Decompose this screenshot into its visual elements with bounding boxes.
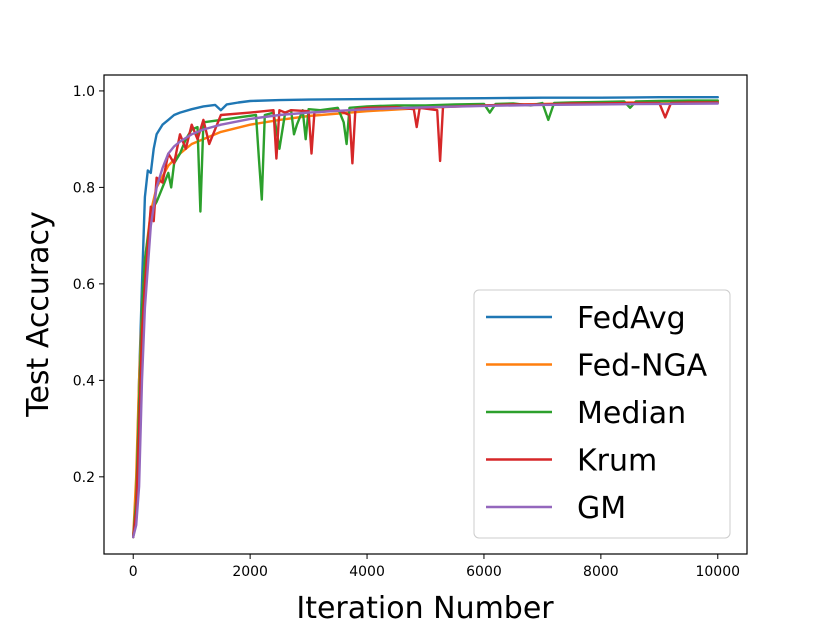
legend-label-fed-nga: Fed-NGA xyxy=(577,349,708,384)
series-line-median xyxy=(131,99,719,539)
x-axis-label: Iteration Number xyxy=(296,591,554,623)
y-tick-label: 0.4 xyxy=(73,373,95,389)
legend-label-median: Median xyxy=(577,396,686,431)
x-tick-label: 0 xyxy=(129,564,138,580)
legend-label-gm: GM xyxy=(577,491,626,526)
x-tick-label: 8000 xyxy=(583,564,619,580)
x-tick-label: 6000 xyxy=(466,564,502,580)
x-axis-ticks: 0 2000 4000 6000 8000 10000 xyxy=(129,554,740,580)
x-tick-label: 2000 xyxy=(232,564,268,580)
y-axis-ticks: 0.2 0.4 0.6 0.8 1.0 xyxy=(73,84,104,486)
series-layer xyxy=(131,95,719,539)
series-line-gm xyxy=(131,102,719,539)
y-tick-label: 0.8 xyxy=(73,180,95,196)
legend-box xyxy=(473,289,731,539)
series-line-fedavg xyxy=(131,95,719,539)
plot-frame xyxy=(103,74,748,555)
legend: FedAvg Fed-NGA Median Krum GM xyxy=(473,289,731,539)
y-tick-label: 0.2 xyxy=(73,470,95,486)
y-axis-label: Test Accuracy xyxy=(21,211,56,418)
x-tick-label: 10000 xyxy=(695,564,740,580)
legend-label-krum: Krum xyxy=(577,444,657,479)
y-tick-label: 0.6 xyxy=(73,277,95,293)
y-tick-label: 1.0 xyxy=(73,84,95,100)
legend-label-fedavg: FedAvg xyxy=(577,301,686,336)
x-tick-label: 4000 xyxy=(349,564,385,580)
